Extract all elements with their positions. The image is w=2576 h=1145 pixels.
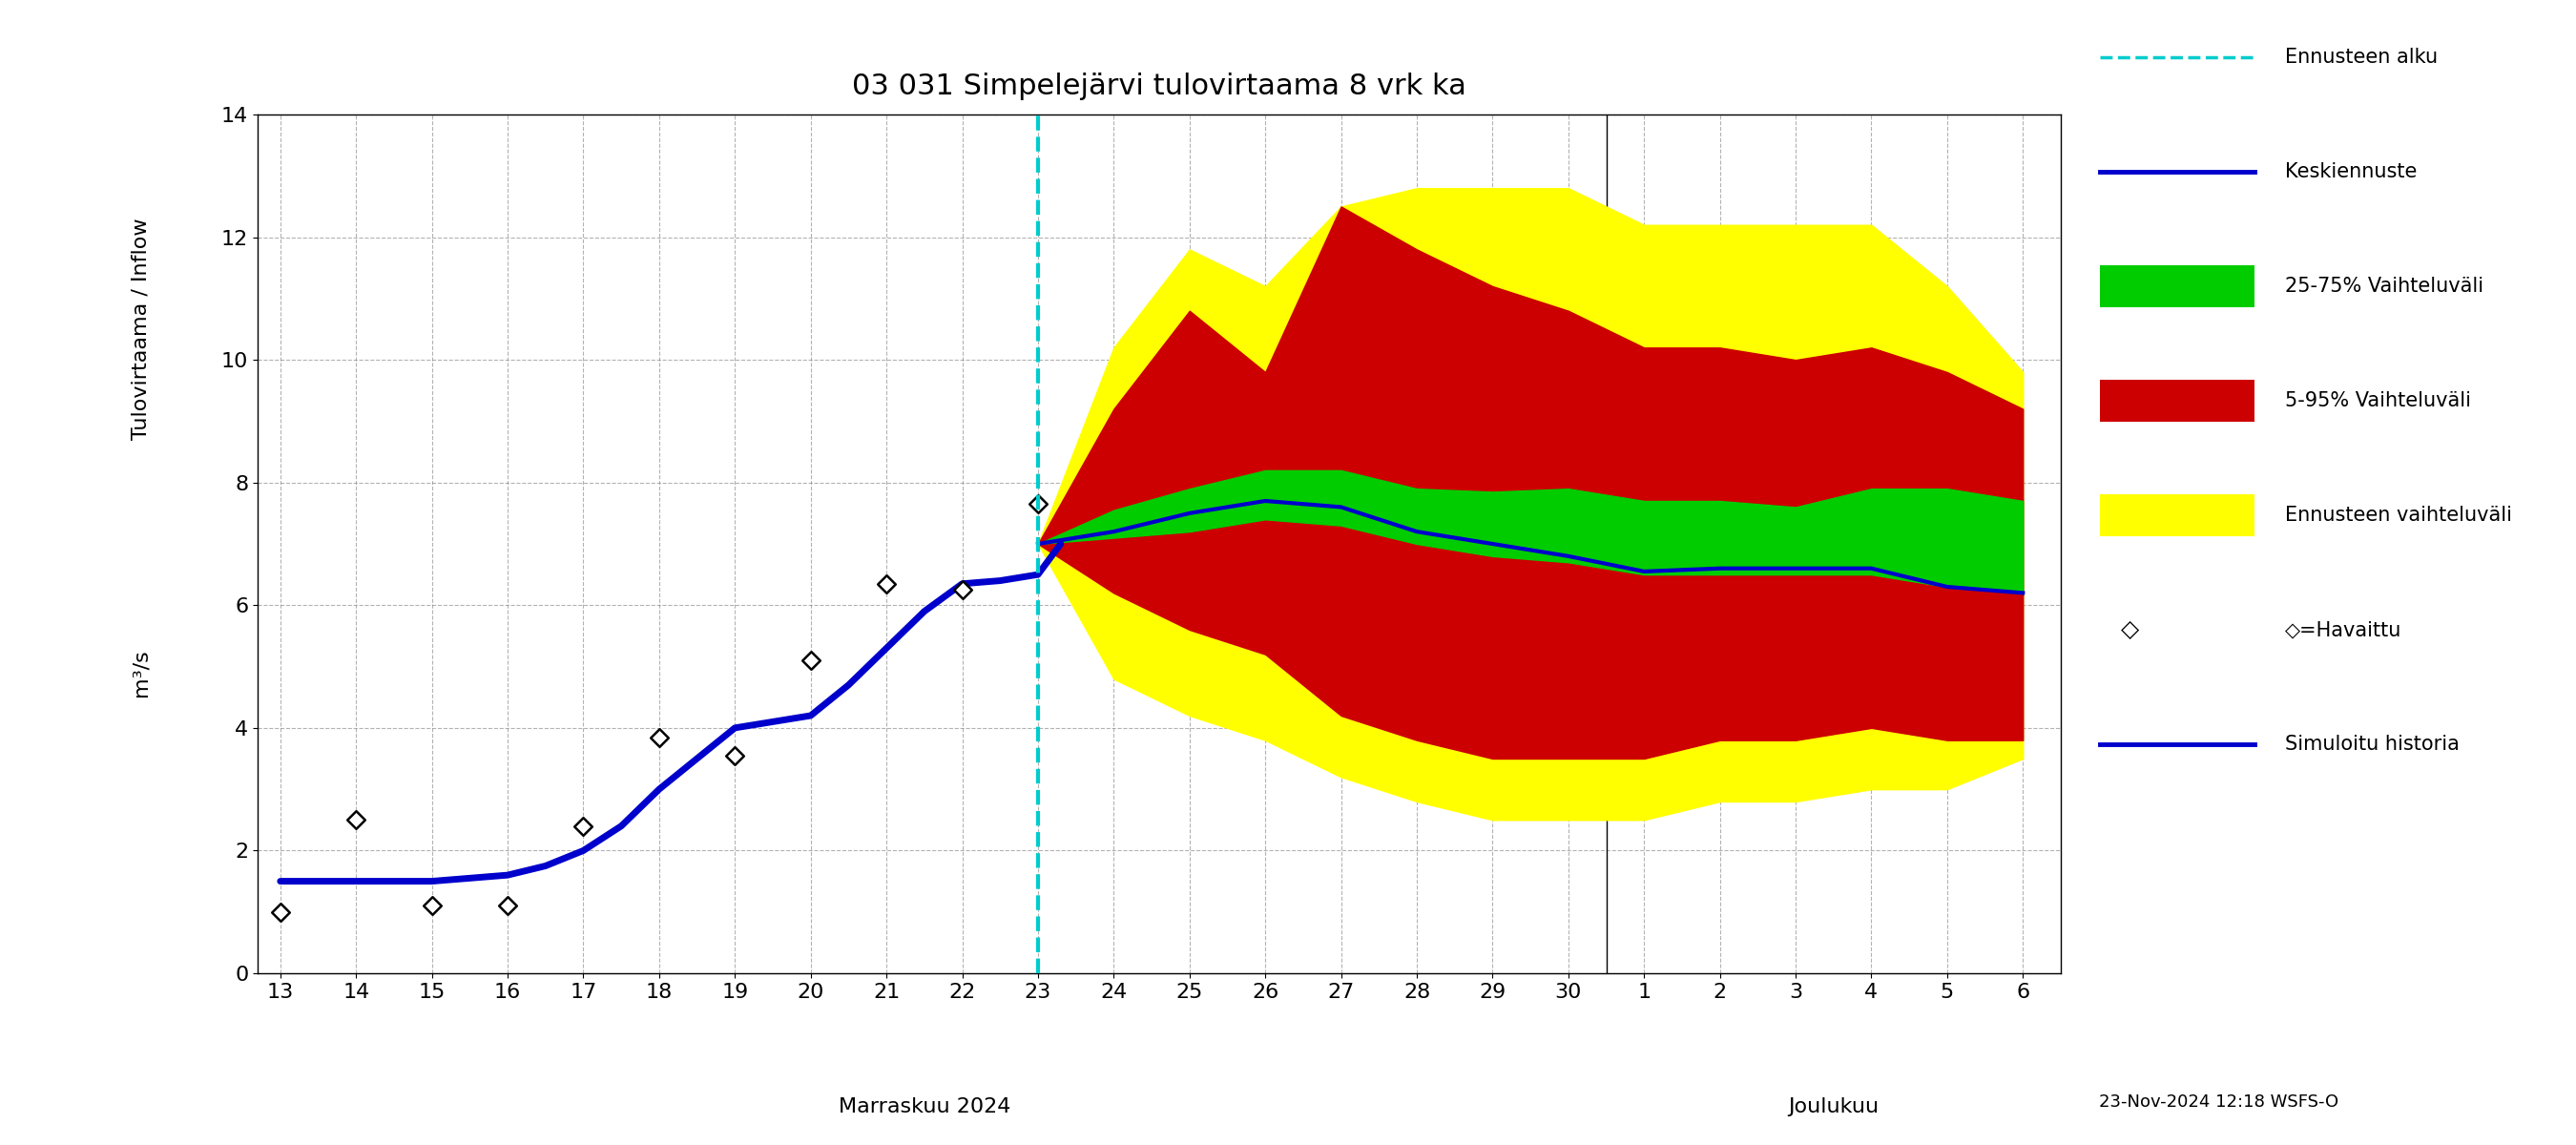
Point: [866, 575, 907, 593]
Point: [562, 816, 603, 835]
Text: 25-75% Vaihteluväli: 25-75% Vaihteluväli: [2285, 277, 2483, 295]
Text: 23-Nov-2024 12:18 WSFS-O: 23-Nov-2024 12:18 WSFS-O: [2099, 1093, 2339, 1111]
Title: 03 031 Simpelejärvi tulovirtaama 8 vrk ka: 03 031 Simpelejärvi tulovirtaama 8 vrk k…: [853, 72, 1466, 101]
Text: Tulovirtaama / Inflow: Tulovirtaama / Inflow: [131, 219, 149, 440]
Text: Ennusteen vaihteluväli: Ennusteen vaihteluväli: [2285, 506, 2512, 524]
Text: ◇: ◇: [2120, 618, 2141, 641]
Text: Simuloitu historia: Simuloitu historia: [2285, 735, 2460, 753]
Point: [714, 747, 755, 765]
Text: Ennusteen alku: Ennusteen alku: [2285, 48, 2437, 66]
Text: ◇=Havaittu: ◇=Havaittu: [2285, 621, 2401, 639]
Point: [412, 897, 453, 915]
Point: [639, 728, 680, 747]
Text: Joulukuu: Joulukuu: [1788, 1098, 1878, 1116]
Text: Keskiennuste: Keskiennuste: [2285, 163, 2416, 181]
Point: [260, 902, 301, 921]
Text: m³/s: m³/s: [131, 649, 149, 696]
Point: [335, 811, 376, 829]
Point: [791, 652, 832, 670]
Text: Marraskuu 2024: Marraskuu 2024: [837, 1098, 1010, 1116]
Point: [487, 897, 528, 915]
Point: [1018, 495, 1059, 513]
Point: [943, 581, 984, 599]
Text: 5-95% Vaihteluväli: 5-95% Vaihteluväli: [2285, 392, 2470, 410]
